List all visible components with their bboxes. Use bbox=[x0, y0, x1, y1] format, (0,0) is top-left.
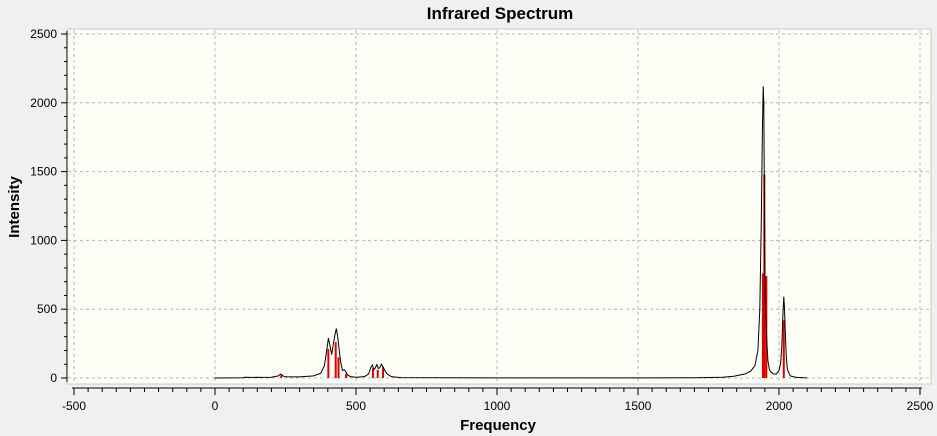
y-tick-label: 0 bbox=[50, 371, 57, 385]
x-tick-label: 1500 bbox=[625, 399, 652, 413]
x-tick-label: 2500 bbox=[907, 399, 934, 413]
x-tick-label: 500 bbox=[346, 399, 366, 413]
x-tick-label: 2000 bbox=[766, 399, 793, 413]
y-axis-title: Intensity bbox=[6, 176, 23, 238]
chart-title: Infrared Spectrum bbox=[427, 4, 573, 23]
y-tick-label: 1500 bbox=[30, 165, 57, 179]
spectrum-line bbox=[214, 86, 808, 379]
y-tick-label: 1000 bbox=[30, 233, 57, 247]
x-tick-label: 0 bbox=[212, 399, 219, 413]
y-tick-label: 2500 bbox=[30, 27, 57, 41]
y-tick-label: 2000 bbox=[30, 96, 57, 110]
x-tick-label: 1000 bbox=[484, 399, 511, 413]
tick-labels: -500 0 500 1000 1500 2000 2500 0 500 1000 1500 2000… bbox=[30, 27, 933, 413]
plot-area bbox=[66, 28, 932, 385]
grid-lines bbox=[68, 30, 930, 383]
y-tick-label: 500 bbox=[37, 302, 57, 316]
x-tick-label: -500 bbox=[62, 399, 86, 413]
x-axis-title: Frequency bbox=[460, 417, 537, 434]
axes bbox=[61, 31, 922, 395]
